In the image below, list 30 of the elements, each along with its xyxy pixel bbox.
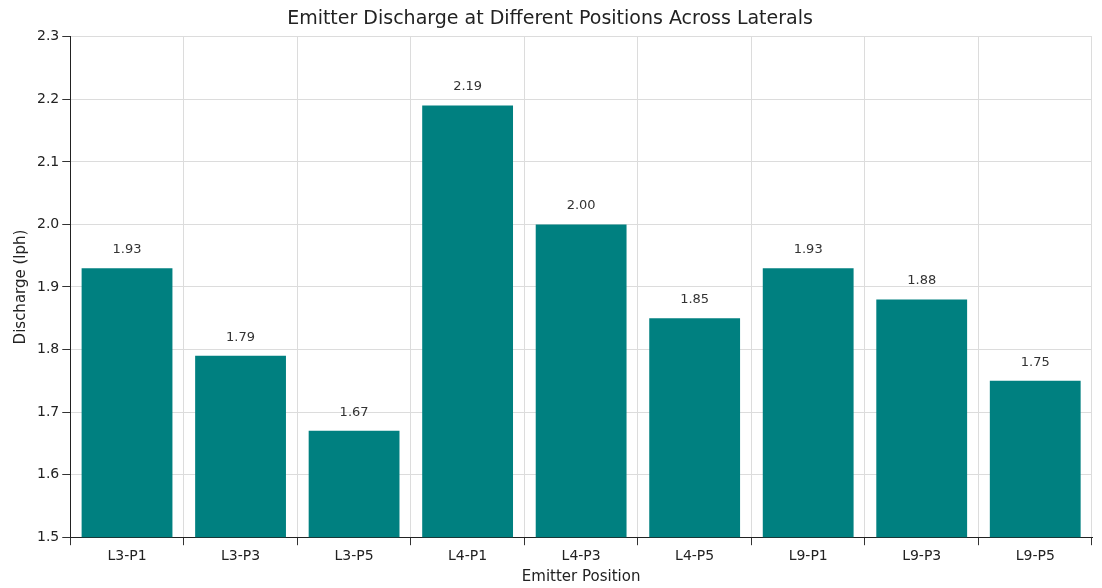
x-tick-label: L4-P1 <box>448 547 488 564</box>
x-tick-label: L3-P1 <box>107 547 147 564</box>
data-label: 1.85 <box>680 291 710 307</box>
y-tick-label: 2.0 <box>37 215 60 232</box>
x-axis-title: Emitter Position <box>521 566 641 585</box>
x-tick-label: L9-P3 <box>902 547 942 564</box>
data-label: 1.75 <box>1020 353 1050 369</box>
data-label: 1.67 <box>339 403 369 419</box>
data-label: 1.88 <box>907 272 937 288</box>
y-tick-label: 1.5 <box>37 527 60 544</box>
x-tick-label: L4-P3 <box>561 547 601 564</box>
x-tick-label: L4-P5 <box>675 547 715 564</box>
chart-title: Emitter Discharge at Different Positions Across Laterals <box>287 6 813 29</box>
data-label: 1.79 <box>226 328 256 344</box>
x-tick-label: L9-P1 <box>788 547 828 564</box>
y-tick-label: 1.9 <box>37 277 60 294</box>
x-tick-label: L9-P5 <box>1015 547 1055 564</box>
y-tick-label: 2.2 <box>37 89 60 106</box>
data-label: 1.93 <box>793 241 823 257</box>
y-axis-title: Discharge (lph) <box>10 229 29 345</box>
data-label: 2.19 <box>453 78 483 94</box>
data-label: 2.00 <box>566 197 596 213</box>
y-tick-label: 1.8 <box>37 340 60 357</box>
y-tick-label: 2.3 <box>37 27 60 44</box>
x-tick-label: L3-P3 <box>221 547 261 564</box>
x-tick-label: L3-P5 <box>334 547 374 564</box>
y-tick-label: 1.7 <box>37 402 60 419</box>
y-tick-label: 1.6 <box>37 465 60 482</box>
y-tick-label: 2.1 <box>37 152 60 169</box>
data-label: 1.93 <box>112 241 142 257</box>
